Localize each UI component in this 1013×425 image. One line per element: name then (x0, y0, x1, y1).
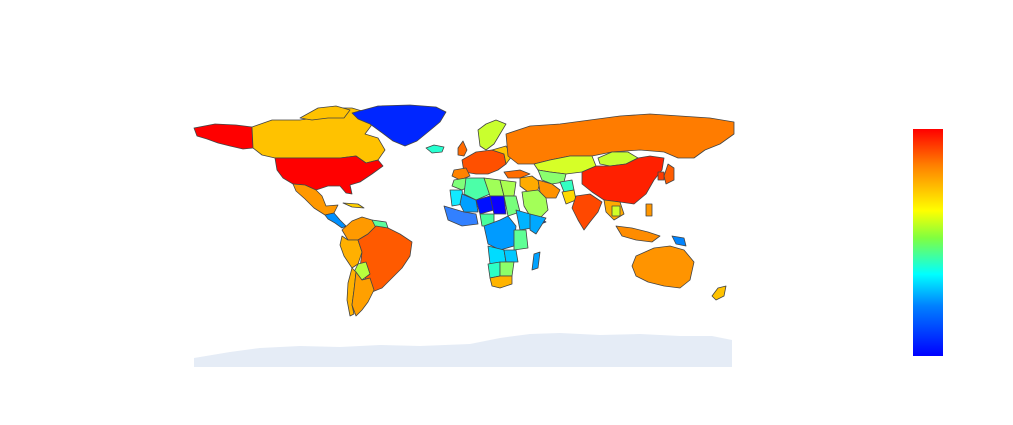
country-central-america[interactable] (324, 212, 347, 229)
country-argentina[interactable] (351, 271, 375, 317)
country-western-europe[interactable] (461, 149, 507, 175)
country-australia[interactable] (631, 245, 695, 289)
country-korea[interactable] (657, 171, 665, 181)
country-indonesia[interactable] (615, 225, 661, 243)
country-scandinavia[interactable] (477, 119, 507, 151)
country-west-africa-coast[interactable] (443, 205, 479, 227)
country-iceland[interactable] (425, 144, 445, 154)
country-cuba[interactable] (342, 202, 365, 209)
country-mexico[interactable] (292, 183, 339, 216)
country-thailand[interactable] (611, 205, 621, 217)
antarctica-region[interactable] (194, 333, 732, 367)
country-south-africa[interactable] (489, 275, 513, 289)
country-india[interactable] (571, 193, 603, 231)
country-canada-islands[interactable] (299, 105, 351, 121)
colorbar (913, 129, 943, 356)
country-united-kingdom[interactable] (457, 140, 468, 157)
country-algeria[interactable] (463, 177, 491, 201)
country-papua-new-guinea[interactable] (671, 235, 687, 247)
country-saudi-arabia[interactable] (521, 189, 549, 219)
country-new-zealand[interactable] (711, 285, 727, 301)
country-japan[interactable] (663, 163, 675, 185)
country-somalia[interactable] (529, 213, 547, 235)
country-botswana[interactable] (499, 261, 515, 277)
country-zambia[interactable] (503, 249, 519, 263)
country-namibia[interactable] (487, 261, 501, 279)
country-eastern-europe[interactable] (491, 145, 513, 165)
country-greenland[interactable] (351, 104, 447, 147)
country-mali[interactable] (459, 193, 479, 213)
country-alaska[interactable] (193, 123, 254, 150)
country-middle-east[interactable] (519, 175, 541, 193)
country-madagascar[interactable] (531, 251, 541, 271)
country-turkey[interactable] (503, 169, 531, 179)
country-philippines[interactable] (645, 203, 653, 217)
country-east-africa[interactable] (513, 229, 529, 251)
country-chad[interactable] (489, 195, 507, 215)
